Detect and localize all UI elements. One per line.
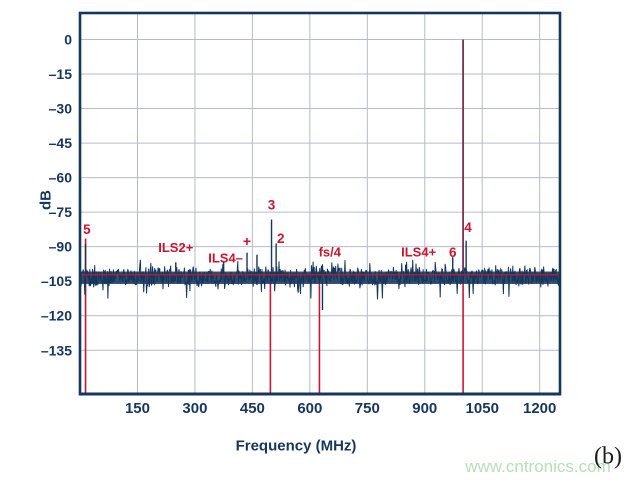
y-tick-label: –60 [49, 170, 73, 186]
annotation-label: + [243, 233, 251, 249]
x-tick-label: 600 [297, 400, 322, 417]
annotation-label: 3 [268, 197, 276, 212]
y-tick-label: –90 [49, 239, 73, 255]
annotation-label: ILS4– [208, 251, 243, 266]
x-tick-label: 1200 [523, 400, 556, 417]
annotation-label: 6 [449, 245, 457, 260]
y-tick-label: –135 [41, 342, 72, 358]
y-tick-label: –30 [49, 101, 73, 117]
y-tick-label: –120 [41, 308, 72, 324]
x-tick-label: 300 [182, 400, 207, 417]
x-tick-label: 900 [412, 400, 437, 417]
x-tick-label: 150 [125, 400, 150, 417]
watermark-text: www.cntronics.com [465, 457, 611, 476]
y-tick-label: –75 [49, 204, 73, 220]
annotation-label: 4 [464, 220, 472, 235]
y-tick-label: 0 [64, 31, 72, 47]
x-axis-title: Frequency (MHz) [235, 437, 357, 455]
x-tick-label: 1050 [466, 400, 499, 417]
annotation-label: ILS2+ [158, 240, 193, 255]
y-tick-label: –105 [41, 273, 72, 289]
annotation-label: fs/4 [319, 245, 342, 260]
y-tick-label: –15 [49, 66, 73, 82]
annotation-label: ILS4+ [401, 245, 436, 260]
annotation-label: 5 [83, 222, 91, 237]
annotation-label: 2 [277, 231, 285, 246]
y-axis-title: dB [37, 190, 55, 210]
y-tick-label: –45 [49, 135, 73, 151]
x-tick-label: 450 [240, 400, 265, 417]
figure-label: (b) [594, 443, 622, 470]
x-tick-label: 750 [355, 400, 380, 417]
